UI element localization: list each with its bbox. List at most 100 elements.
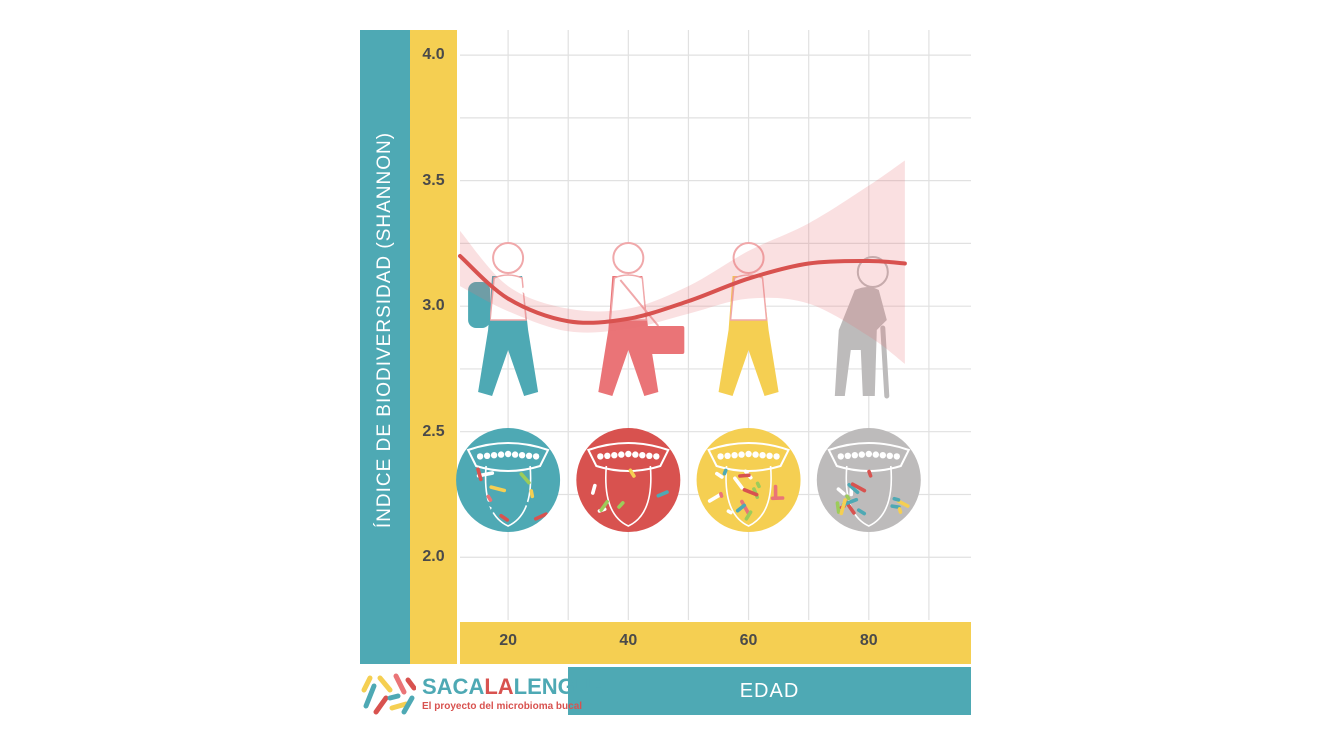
tooth xyxy=(872,451,879,458)
microbe xyxy=(733,476,744,490)
microbe xyxy=(847,483,860,495)
tongue-microbiome-icon xyxy=(576,428,681,532)
head xyxy=(492,242,525,274)
microbe xyxy=(503,496,512,502)
brand-name-part1: SACA xyxy=(422,674,485,699)
backpack xyxy=(468,282,491,328)
microbe xyxy=(835,501,841,514)
tongue-inner xyxy=(827,442,911,527)
walking-person-icon xyxy=(718,242,779,396)
microbe xyxy=(483,500,496,509)
tooth xyxy=(717,453,724,460)
microbe xyxy=(656,490,669,498)
y-tick-label: 3.0 xyxy=(422,297,445,315)
microbe xyxy=(726,509,733,515)
microbe xyxy=(744,510,753,521)
tooth xyxy=(646,452,653,459)
tooth xyxy=(851,452,858,459)
mouth-outline xyxy=(586,442,670,472)
microbe xyxy=(486,494,493,502)
brand-tagline: El proyecto del microbioma bucal xyxy=(422,701,583,712)
mouth-outline xyxy=(466,442,550,472)
microbe xyxy=(896,499,910,508)
tooth xyxy=(837,453,844,460)
microbe xyxy=(599,499,609,512)
tongue-inner xyxy=(707,442,790,527)
microbe xyxy=(707,492,723,503)
y-tick-band xyxy=(410,30,457,664)
tooth xyxy=(483,452,491,459)
microbe xyxy=(839,498,847,516)
tongue-inner xyxy=(586,442,670,527)
x-tick-label: 20 xyxy=(499,632,517,649)
tooth xyxy=(879,452,886,459)
tooth xyxy=(865,450,872,458)
x-axis-label: EDAD xyxy=(739,680,800,702)
tongue-outline xyxy=(725,465,772,527)
elderly-person-cane-icon xyxy=(834,256,890,399)
tongue-microbiome-icon xyxy=(456,428,561,532)
head xyxy=(612,242,645,274)
microbe xyxy=(836,487,846,496)
microbe xyxy=(892,496,901,502)
body xyxy=(834,287,887,396)
microbe xyxy=(715,471,724,479)
microbe-logo-icon xyxy=(361,673,416,715)
brand-name-part2: LA xyxy=(484,674,514,699)
microbe xyxy=(590,483,597,495)
microbe xyxy=(499,513,510,522)
x-tick-label: 80 xyxy=(859,632,878,649)
tongue-microbiome-icon xyxy=(816,428,921,532)
brand-name: SACALALENGUA xyxy=(422,674,607,700)
head xyxy=(856,256,889,288)
microbe xyxy=(489,485,507,493)
walking-person-briefcase-icon xyxy=(598,242,685,396)
microbe xyxy=(529,489,535,499)
briefcase xyxy=(634,326,685,354)
x-tick-label: 40 xyxy=(619,632,638,649)
microbe xyxy=(850,482,867,493)
cane xyxy=(880,325,890,399)
mouth-outline xyxy=(827,442,911,472)
tooth xyxy=(766,452,773,459)
tooth xyxy=(886,452,893,459)
microbe xyxy=(867,469,873,478)
brand-logo: SACALALENGUA El proyecto del microbioma … xyxy=(360,668,607,718)
tooth xyxy=(618,451,625,458)
tooth xyxy=(773,453,780,460)
tooth xyxy=(476,453,484,460)
y-tick-label: 4.0 xyxy=(422,46,445,64)
microbe xyxy=(537,481,543,494)
microbe xyxy=(628,468,636,478)
microbe xyxy=(738,473,751,478)
microbe xyxy=(770,496,785,501)
tooth xyxy=(532,453,540,460)
microbe xyxy=(617,501,625,509)
tongue-outline xyxy=(605,465,652,527)
microbe xyxy=(773,484,778,500)
tooth xyxy=(490,452,498,459)
y-axis-label-band xyxy=(360,30,410,664)
tongue-icons xyxy=(456,428,921,532)
microbe xyxy=(897,507,903,514)
tooth xyxy=(844,452,851,459)
microbe xyxy=(519,472,531,485)
microbe xyxy=(755,481,761,489)
tongue-outline xyxy=(845,465,893,527)
microbe xyxy=(719,491,724,498)
y-tick-label: 2.0 xyxy=(422,548,445,566)
confidence-band xyxy=(460,160,905,364)
tooth xyxy=(653,453,660,460)
microbe xyxy=(522,500,531,507)
tooth xyxy=(604,452,611,459)
tooth xyxy=(504,450,512,458)
x-tick-band xyxy=(460,622,971,664)
arm xyxy=(521,279,547,305)
brand-name-part3: LENGUA xyxy=(513,674,607,699)
strap xyxy=(619,279,660,327)
tongue-microbiome-icon xyxy=(696,428,801,532)
microbe xyxy=(476,467,483,482)
microbe xyxy=(512,480,529,491)
tooth xyxy=(497,451,505,458)
